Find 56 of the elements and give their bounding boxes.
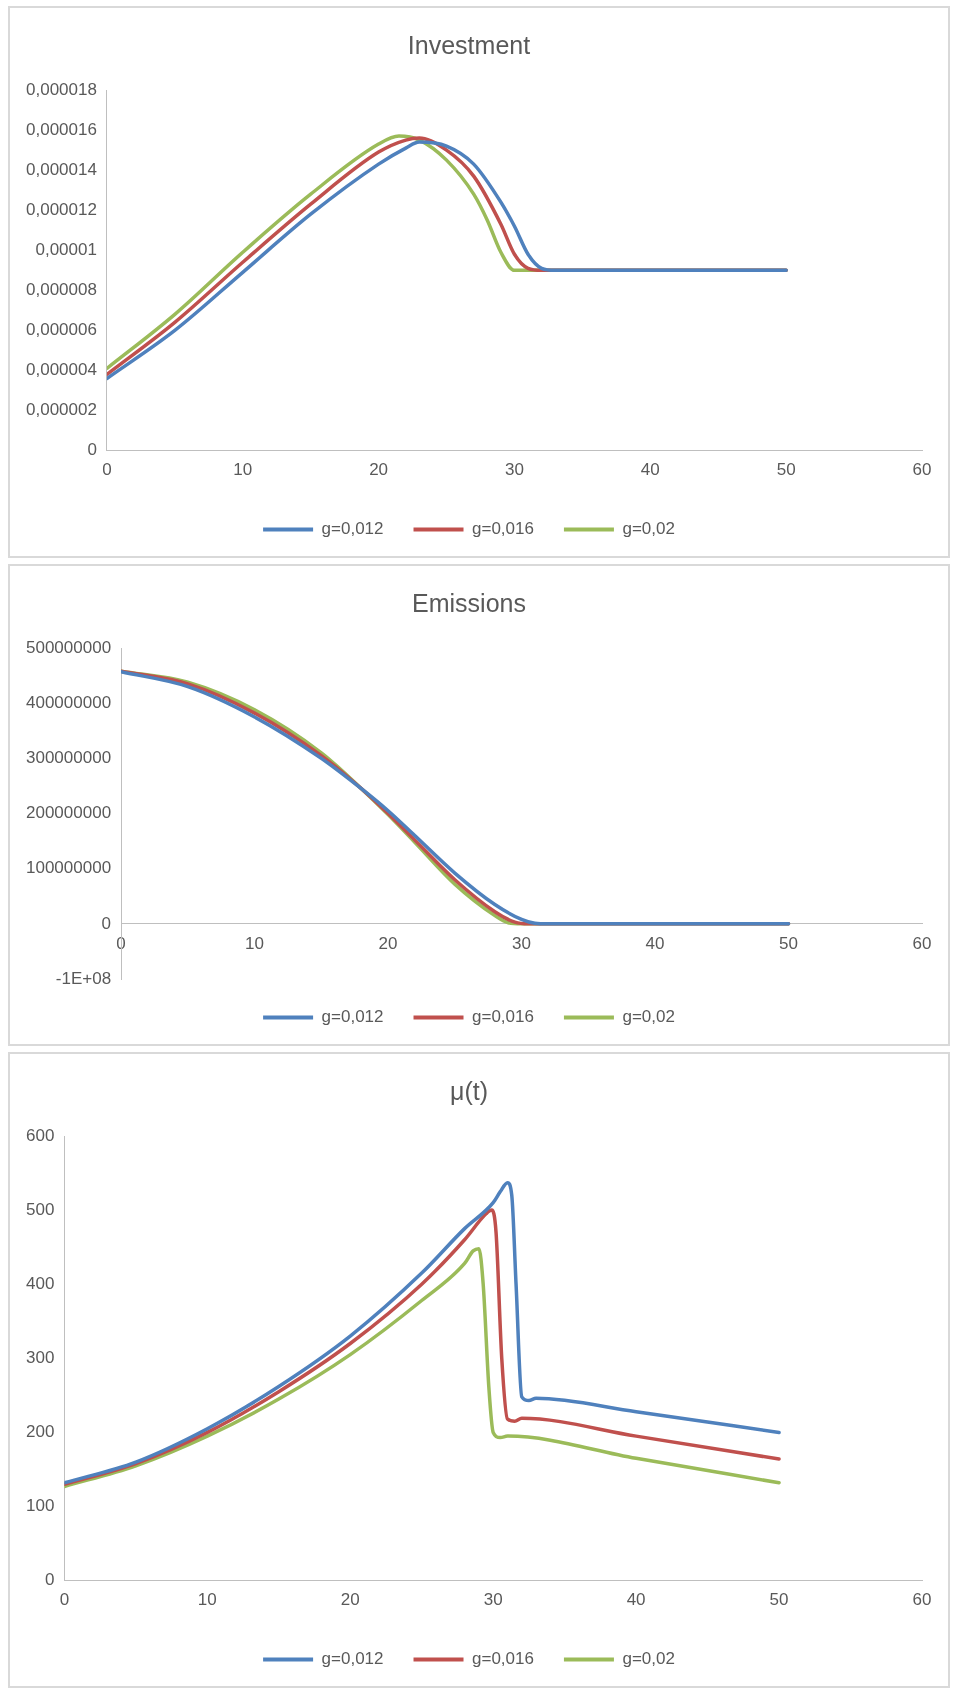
line-series: [121, 669, 791, 926]
x-tick-label: 50: [769, 1590, 789, 1610]
chart-title: Emissions: [412, 588, 526, 617]
legend-label: g=0,02: [622, 1007, 675, 1027]
legend-label: g=0,012: [321, 1649, 384, 1669]
y-tick-label: 0,000014: [26, 159, 97, 179]
x-tick-label: 40: [626, 1590, 646, 1610]
y-tick-label: 500: [25, 1199, 55, 1219]
y-tick-label: 0,00001: [35, 239, 97, 259]
x-tick-label: 30: [504, 460, 524, 480]
y-tick-label: 100000000: [26, 858, 112, 878]
y-tick-label: 300: [25, 1347, 55, 1367]
x-tick-label: 40: [640, 460, 660, 480]
y-tick-label: 0: [87, 440, 97, 460]
y-tick-label: 0,000008: [26, 280, 97, 300]
x-tick-label: 0: [116, 933, 126, 953]
legend-label: g=0,016: [472, 519, 534, 539]
x-tick-label: 50: [776, 460, 796, 480]
y-tick-label: 0: [44, 1570, 55, 1590]
x-tick-label: 60: [912, 933, 932, 953]
chart-title: Investment: [407, 30, 531, 59]
legend-label: g=0,012: [321, 519, 384, 539]
y-tick-label: 0: [101, 913, 112, 933]
legend-label: g=0,02: [622, 519, 675, 539]
x-tick-label: 60: [912, 1590, 932, 1610]
y-tick-label: 400: [25, 1273, 55, 1293]
y-tick-label: 0,000012: [26, 199, 97, 219]
x-tick-label: 20: [340, 1590, 360, 1610]
x-tick-label: 40: [645, 933, 665, 953]
y-tick-label: 300000000: [26, 748, 112, 768]
y-tick-label: 0,000018: [26, 79, 97, 99]
y-tick-label: 0,000016: [26, 119, 97, 139]
y-tick-label: 0,000004: [26, 360, 97, 380]
y-tick-label: 500000000: [26, 637, 112, 657]
y-tick-label: 600: [25, 1125, 55, 1145]
y-tick-label: 100: [25, 1496, 55, 1516]
x-tick-label: 10: [197, 1590, 217, 1610]
x-tick-label: 20: [369, 460, 389, 480]
y-tick-label: 200000000: [26, 803, 112, 823]
x-tick-label: 30: [512, 933, 532, 953]
y-tick-label: -1E+08: [55, 968, 112, 988]
y-tick-label: 0,000002: [26, 400, 97, 420]
legend-label: g=0,016: [472, 1007, 534, 1027]
x-tick-label: 30: [483, 1590, 503, 1610]
y-tick-label: 400000000: [26, 692, 112, 712]
legend-label: g=0,016: [472, 1649, 534, 1669]
x-tick-label: 50: [779, 933, 798, 953]
x-tick-label: 60: [912, 460, 932, 480]
x-tick-label: 10: [233, 460, 253, 480]
x-tick-label: 20: [378, 933, 398, 953]
x-tick-label: 10: [245, 933, 265, 953]
legend-label: g=0,02: [622, 1649, 675, 1669]
y-tick-label: 200: [25, 1422, 55, 1442]
legend-label: g=0,012: [321, 1007, 384, 1027]
chart-title: μ(t): [449, 1076, 489, 1105]
y-tick-label: 0,000006: [26, 320, 97, 340]
